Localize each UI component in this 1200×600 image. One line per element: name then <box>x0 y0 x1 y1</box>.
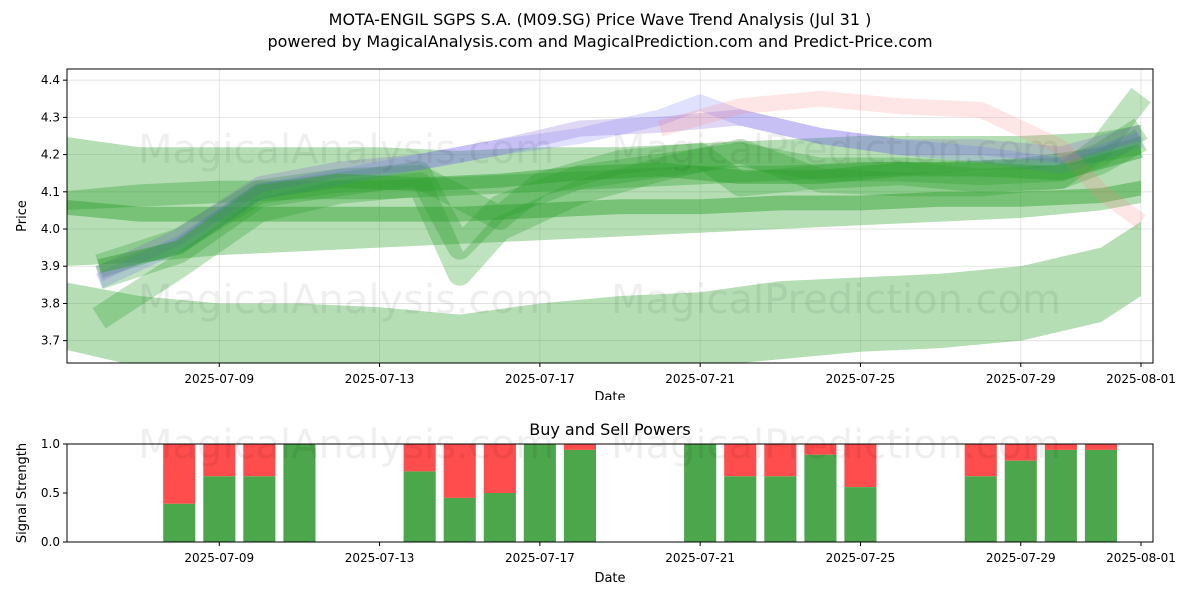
buy-bar-0 <box>163 503 196 542</box>
buy-bar-6 <box>483 493 516 542</box>
title-line-1: MOTA-ENGIL SGPS S.A. (M09.SG) Price Wave… <box>328 10 872 29</box>
power-chart-title: Buy and Sell Powers <box>529 420 691 439</box>
buy-bar-17 <box>1084 449 1117 542</box>
price-y-axis-label: Price <box>15 200 30 232</box>
price-y-tick-label-3: 4.0 <box>41 222 60 236</box>
sell-bar-4 <box>403 444 436 472</box>
buy-bar-5 <box>443 497 476 542</box>
price-wave-5 <box>657 90 1146 229</box>
power-x-tick-label-4: 2025-07-25 <box>826 551 896 565</box>
price-y-tick-label-7: 4.4 <box>41 73 60 87</box>
sell-bar-16 <box>1044 444 1077 450</box>
price-band-1 <box>67 136 1141 266</box>
price-axis-ticks: 3.7 3.8 3.9 4.0 4.1 4.2 4.3 4.4 2025-07-09 2025-0… <box>41 73 1176 386</box>
price-wave-0 <box>95 129 1147 278</box>
power-x-tick-label-5: 2025-07-29 <box>986 551 1056 565</box>
buy-bar-16 <box>1044 449 1077 542</box>
buy-bar-10 <box>724 476 757 542</box>
buy-bar-7 <box>523 444 556 542</box>
buy-bar-13 <box>844 487 877 542</box>
buy-bar-9 <box>684 444 717 542</box>
price-band-2 <box>67 221 1141 363</box>
power-x-tick-label-3: 2025-07-21 <box>665 551 735 565</box>
price-y-tick-label-2: 3.9 <box>41 259 60 273</box>
watermark-left: MagicalAnalysis.com <box>138 127 554 173</box>
buy-sell-power-chart: Buy and Sell Powers 0.0 0.5 1.0 2025-07-09 2… <box>15 420 1176 586</box>
sell-bar-13 <box>844 444 877 488</box>
power-y-tick-label-1: 0.5 <box>41 486 60 500</box>
power-x-tick-label-0: 2025-07-09 <box>184 551 254 565</box>
sell-bar-5 <box>443 444 476 498</box>
price-wave-3 <box>95 109 1144 281</box>
sell-bar-12 <box>804 444 837 455</box>
power-x-tick-label-1: 2025-07-13 <box>345 551 415 565</box>
power-y-tick-label-0: 0.0 <box>41 535 60 549</box>
buy-bar-14 <box>964 476 997 542</box>
price-y-tick-label-6: 4.3 <box>41 110 60 124</box>
power-y-axis-label: Signal Strength <box>15 443 30 543</box>
sell-bar-10 <box>724 444 757 477</box>
sell-bar-15 <box>1004 444 1037 461</box>
price-x-tick-label-4: 2025-07-25 <box>826 372 896 386</box>
price-grid <box>67 69 1153 363</box>
sell-bar-11 <box>764 444 797 477</box>
sell-bar-1 <box>203 444 236 477</box>
watermark-right: MagicalPrediction.com <box>611 127 1061 173</box>
price-x-tick-label-5: 2025-07-29 <box>986 372 1056 386</box>
power-y-tick-label-2: 1.0 <box>41 437 60 451</box>
power-watermark-right: MagicalPrediction.com <box>611 422 1061 468</box>
price-wave-4 <box>95 94 1144 289</box>
price-x-tick-label-1: 2025-07-13 <box>345 372 415 386</box>
title-line-2: powered by MagicalAnalysis.com and Magic… <box>267 32 933 51</box>
sell-bar-8 <box>563 444 596 450</box>
power-plot-area <box>163 444 1117 542</box>
sell-bar-14 <box>964 444 997 477</box>
price-y-tick-label-0: 3.7 <box>41 334 60 348</box>
buy-bar-4 <box>403 471 436 542</box>
power-x-tick-label-6: 2025-08-01 <box>1106 551 1176 565</box>
watermark-right-lower: MagicalPrediction.com <box>611 277 1061 323</box>
main-title: MOTA-ENGIL SGPS S.A. (M09.SG) Price Wave… <box>0 9 1200 53</box>
price-x-tick-label-6: 2025-08-01 <box>1106 372 1176 386</box>
buy-bar-2 <box>243 476 276 542</box>
buy-bar-1 <box>203 476 236 542</box>
price-x-tick-label-0: 2025-07-09 <box>184 372 254 386</box>
price-x-tick-label-3: 2025-07-21 <box>665 372 735 386</box>
buy-bar-8 <box>563 449 596 542</box>
buy-bar-12 <box>804 454 837 542</box>
price-wave-1 <box>95 118 1148 289</box>
price-wave-chart: 3.7 3.8 3.9 4.0 4.1 4.2 4.3 4.4 2025-07-09 2025-0… <box>15 68 1176 400</box>
price-wave-6 <box>97 144 1143 274</box>
power-x-tick-label-2: 2025-07-17 <box>505 551 575 565</box>
sell-bar-17 <box>1084 444 1117 450</box>
price-plot-frame <box>66 68 1154 364</box>
price-wave-2 <box>92 87 1151 329</box>
price-x-tick-label-2: 2025-07-17 <box>505 372 575 386</box>
buy-bar-3 <box>283 444 316 542</box>
price-band-3 <box>67 180 1141 222</box>
price-band-0 <box>67 124 1141 211</box>
power-x-axis-label: Date <box>594 571 625 586</box>
watermark-left-lower: MagicalAnalysis.com <box>138 277 554 323</box>
price-plot-area <box>67 87 1151 363</box>
price-x-axis-label: Date <box>594 390 625 400</box>
sell-bar-0 <box>163 444 196 504</box>
power-axis-ticks: 0.0 0.5 1.0 2025-07-09 2025-07-13 2025-07-17 2… <box>41 437 1176 565</box>
buy-bar-15 <box>1004 460 1037 542</box>
sell-bar-6 <box>483 444 516 493</box>
price-y-tick-label-4: 4.1 <box>41 185 60 199</box>
price-y-tick-label-5: 4.2 <box>41 148 60 162</box>
sell-bar-2 <box>243 444 276 477</box>
buy-bar-11 <box>764 476 797 542</box>
power-watermark-left: MagicalAnalysis.com <box>138 422 554 468</box>
price-y-tick-label-1: 3.8 <box>41 296 60 310</box>
